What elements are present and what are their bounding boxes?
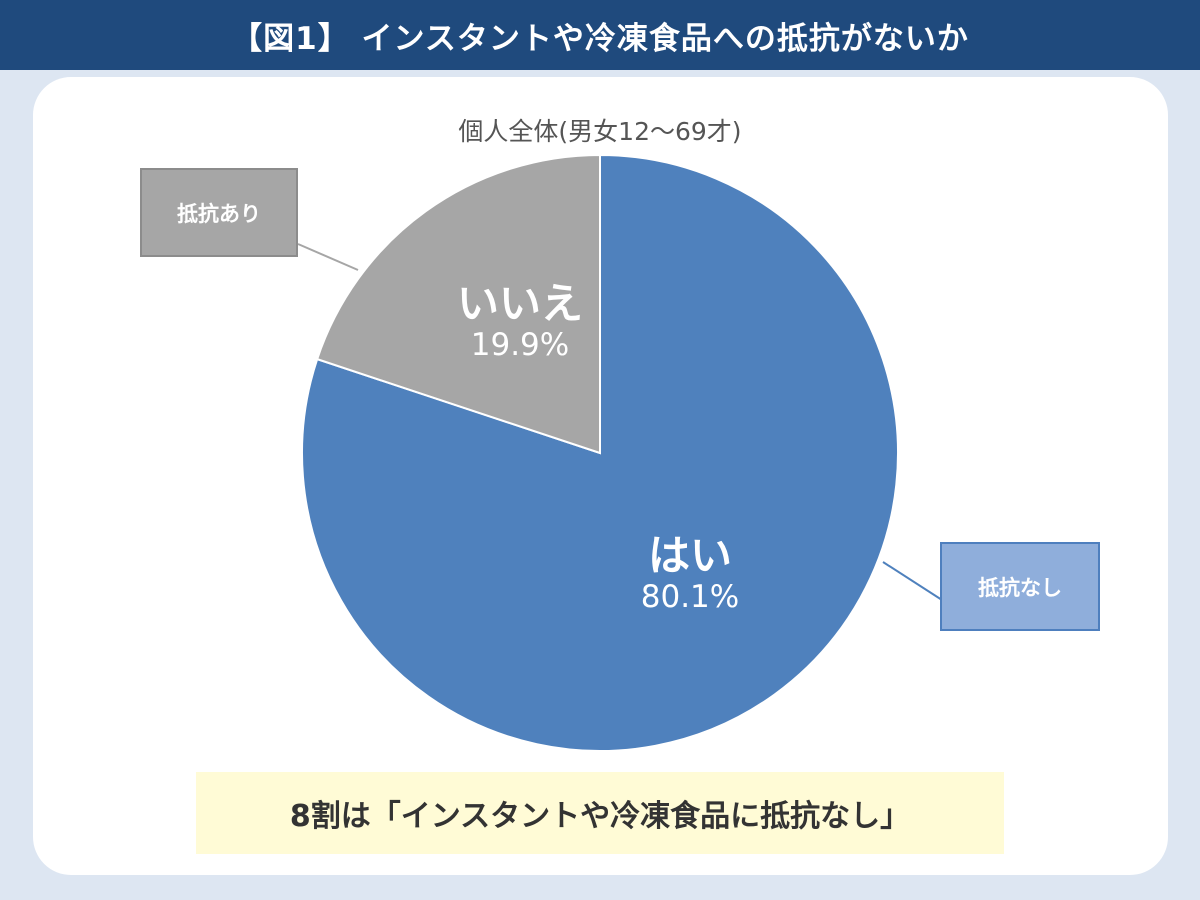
leader-line-yes bbox=[882, 561, 943, 601]
slice-pct-yes: 80.1% bbox=[640, 579, 740, 616]
chart-subtitle: 個人全体(男女12〜69才) bbox=[458, 117, 742, 146]
slice-name-yes: はい bbox=[647, 531, 732, 580]
slice-label-yes: はい 80.1% bbox=[570, 531, 810, 616]
header-bar: 【図1】 インスタントや冷凍食品への抵抗がないか bbox=[0, 0, 1200, 70]
figure-title: 【図1】 インスタントや冷凍食品への抵抗がないか bbox=[231, 20, 969, 57]
slice-name-no: いいえ bbox=[456, 279, 583, 328]
callout-no-resistance: 抵抗なし bbox=[940, 542, 1100, 631]
pie-slice-no bbox=[315, 153, 601, 455]
slice-label-no: いいえ 19.9% bbox=[400, 279, 640, 364]
callout-resistance: 抵抗あり bbox=[140, 168, 298, 257]
slice-pct-no: 19.9% bbox=[470, 327, 570, 364]
conclusion-banner: 8割は「インスタントや冷凍食品に抵抗なし」 bbox=[196, 772, 1004, 854]
leader-line-no bbox=[297, 243, 359, 271]
